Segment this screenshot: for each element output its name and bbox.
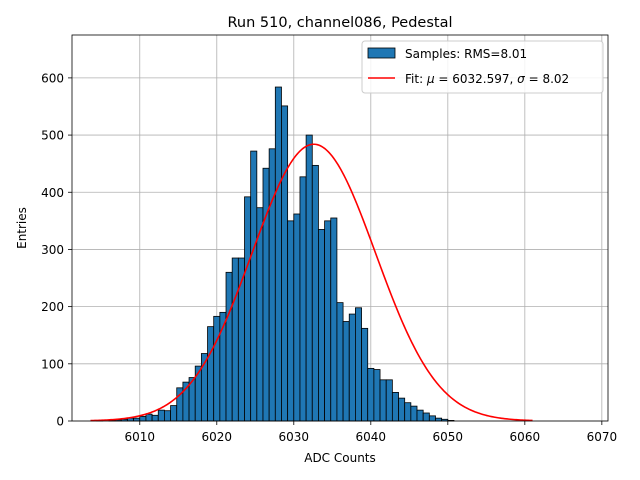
- histogram-bar: [361, 327, 369, 422]
- x-axis-ticks: 6010 6020 6030 6040 6050 6060 6070: [124, 421, 617, 444]
- y-tick-label: 400: [41, 186, 64, 200]
- x-tick-label: 6010: [124, 430, 155, 444]
- histogram-bar: [410, 405, 418, 422]
- histogram-bars: [96, 86, 455, 422]
- histogram-bar: [342, 321, 350, 422]
- y-tick-label: 200: [41, 300, 64, 314]
- legend-fit-label: Fit: μ = 6032.597, σ = 8.02: [405, 72, 569, 86]
- y-tick-label: 600: [41, 71, 64, 85]
- histogram-bar: [318, 229, 325, 422]
- y-axis-ticks: 0 100 200 300 400 500 600: [41, 71, 72, 429]
- histogram-bar: [330, 217, 338, 422]
- histogram-bar: [231, 257, 239, 422]
- histogram-bar: [145, 413, 153, 422]
- histogram-bar: [299, 176, 307, 422]
- histogram-bar: [311, 164, 319, 422]
- histogram-bar: [268, 148, 276, 422]
- histogram-bar: [281, 105, 289, 422]
- chart-title: Run 510, channel086, Pedestal: [227, 15, 452, 31]
- histogram-bar: [250, 150, 258, 422]
- x-axis-label: ADC Counts: [304, 451, 376, 465]
- legend: Samples: RMS=8.01 Fit: μ = 6032.597, σ =…: [361, 40, 604, 94]
- x-tick-label: 6030: [279, 430, 310, 444]
- histogram-bar: [398, 397, 406, 422]
- histogram-bar: [404, 402, 412, 422]
- histogram-bar: [194, 365, 202, 422]
- histogram-bar: [379, 379, 387, 422]
- histogram-bar: [336, 302, 344, 422]
- histogram-bar: [139, 416, 147, 422]
- histogram-bar: [435, 417, 443, 422]
- histogram-bar: [373, 369, 381, 422]
- histogram-bar: [133, 417, 141, 422]
- histogram-bar: [428, 415, 436, 422]
- legend-frame: [361, 40, 604, 94]
- y-tick-label: 0: [56, 415, 64, 429]
- histogram-bar: [207, 326, 215, 422]
- histogram-bar: [305, 134, 313, 422]
- histogram-bar: [367, 367, 375, 422]
- histogram-bar: [274, 86, 282, 422]
- legend-samples-swatch: [367, 47, 396, 59]
- y-tick-label: 300: [41, 243, 64, 257]
- histogram-bar: [348, 313, 356, 422]
- x-tick-label: 6050: [433, 430, 464, 444]
- legend-samples-label: Samples: RMS=8.01: [405, 47, 527, 61]
- x-tick-label: 6060: [510, 430, 541, 444]
- histogram-bar: [164, 410, 171, 422]
- histogram-bar: [225, 271, 233, 422]
- x-tick-label: 6070: [587, 430, 618, 444]
- y-tick-label: 100: [41, 357, 64, 371]
- histogram-bar: [287, 220, 295, 422]
- histogram-bar: [416, 409, 424, 422]
- y-axis-label: Entries: [15, 207, 29, 249]
- histogram-bar: [170, 405, 178, 422]
- histogram-bar: [293, 213, 301, 422]
- histogram-bar: [422, 412, 430, 422]
- y-tick-label: 500: [41, 129, 64, 143]
- histogram-bar: [355, 307, 362, 422]
- histogram-bar: [391, 392, 399, 422]
- x-tick-label: 6020: [202, 430, 233, 444]
- plot-area: [71, 34, 609, 422]
- x-tick-label: 6040: [356, 430, 387, 444]
- histogram-bar: [151, 414, 159, 422]
- histogram-bar: [262, 167, 270, 422]
- histogram-bar: [385, 379, 393, 422]
- histogram-bar: [213, 315, 221, 422]
- histogram-bar: [244, 196, 252, 422]
- fit-curve: [90, 143, 533, 422]
- histogram-bar: [157, 409, 165, 422]
- histogram-bar: [324, 220, 332, 422]
